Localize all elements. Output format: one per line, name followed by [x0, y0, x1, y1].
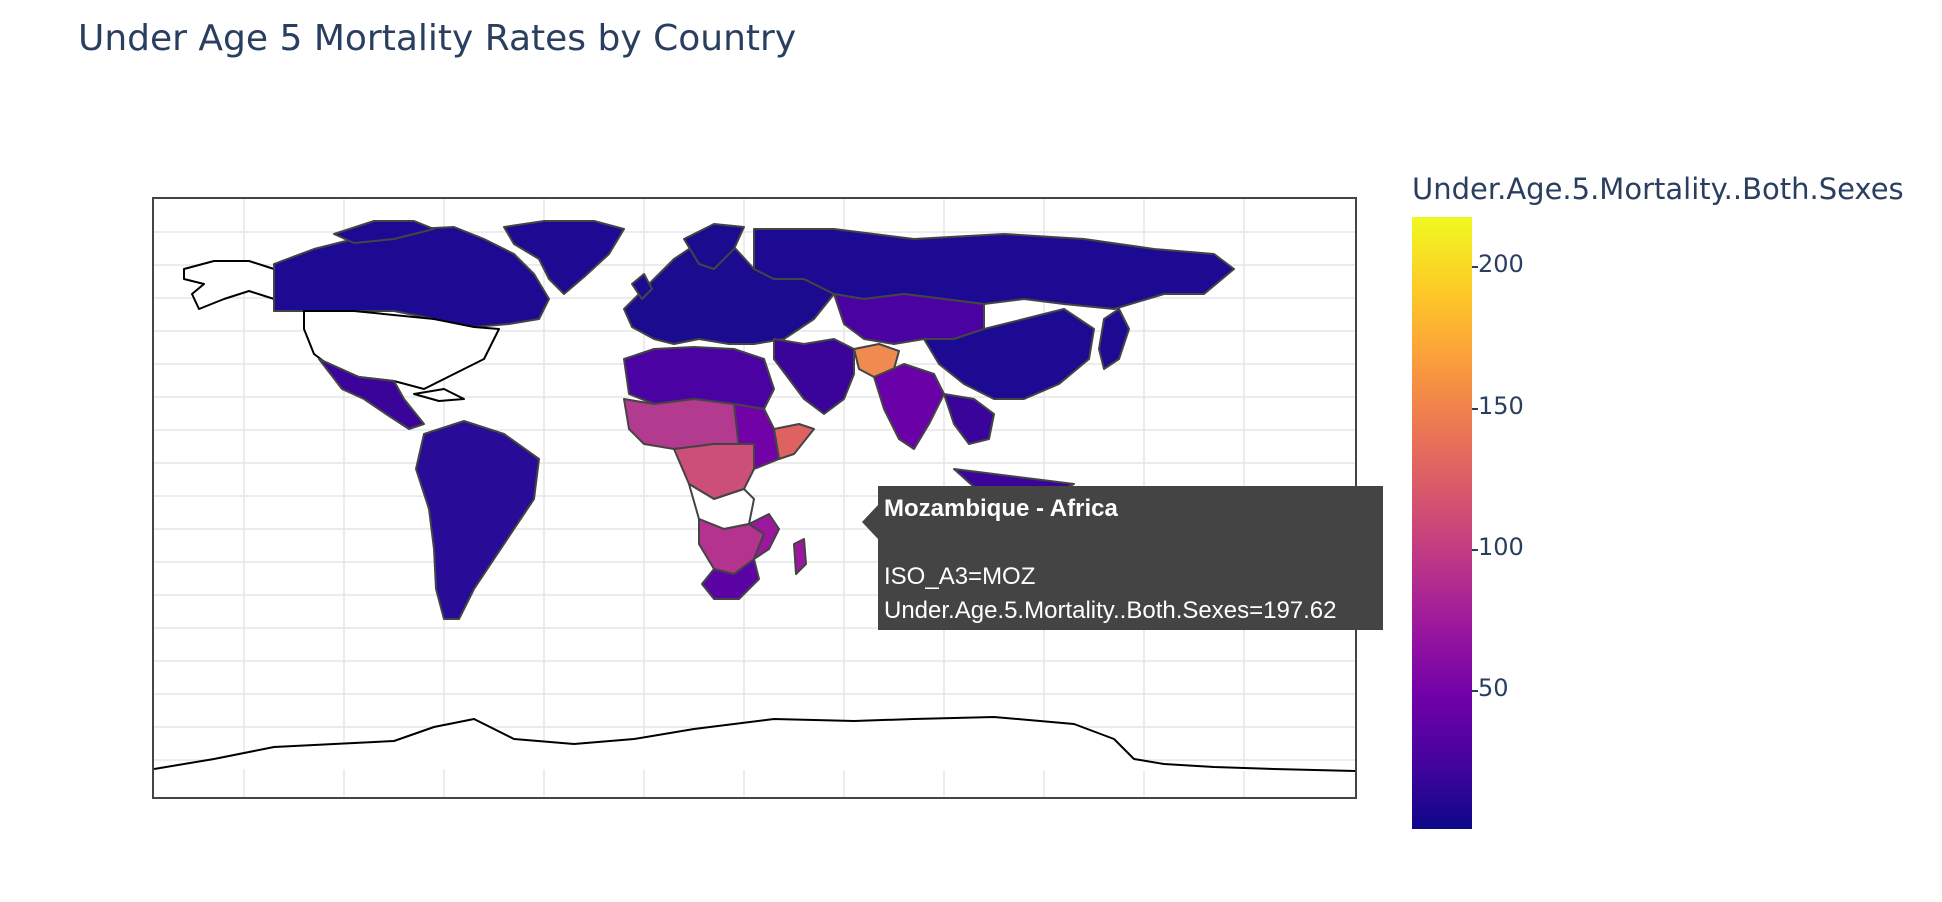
tooltip-arrow	[862, 505, 878, 539]
region-canada-islands	[333, 220, 435, 244]
region-somalia	[773, 423, 815, 460]
colorbar-tick-mark	[1472, 690, 1478, 692]
region-greenland	[503, 220, 625, 295]
region-caribbean	[413, 388, 465, 402]
region-china	[923, 308, 1095, 400]
region-madagascar	[793, 538, 807, 575]
region-india	[873, 363, 945, 450]
colorbar-tick-50: 50	[1478, 674, 1509, 702]
tooltip-title: Mozambique - Africa	[884, 495, 1118, 522]
colorbar-tick-mark	[1472, 266, 1478, 268]
tooltip-iso: ISO_A3=MOZ	[884, 563, 1036, 590]
colorbar-tick-100: 100	[1478, 533, 1524, 561]
region-mozambique	[748, 513, 780, 560]
colorbar-tick-200: 200	[1478, 250, 1524, 278]
chart-title: Under Age 5 Mortality Rates by Country	[78, 18, 797, 59]
region-mexico	[318, 358, 425, 430]
region-middle-east	[773, 338, 855, 415]
region-south-america	[415, 420, 540, 620]
tooltip-value: Under.Age.5.Mortality..Both.Sexes=197.62	[884, 597, 1337, 624]
region-se-asia	[943, 393, 995, 445]
region-scandinavia	[683, 223, 745, 270]
colorbar-tick-mark	[1472, 408, 1478, 410]
colorbar-tick-mark	[1472, 549, 1478, 551]
region-south-africa	[701, 558, 760, 600]
colorbar-title: Under.Age.5.Mortality..Both.Sexes	[1412, 172, 1904, 206]
region-japan	[1098, 308, 1130, 370]
region-uk	[631, 273, 653, 300]
hover-tooltip: Mozambique - Africa ISO_A3=MOZ Under.Age…	[878, 486, 1383, 630]
region-usa	[303, 310, 500, 390]
region-alaska	[183, 260, 275, 310]
region-russia	[753, 228, 1235, 310]
colorbar-tick-150: 150	[1478, 392, 1524, 420]
world-map[interactable]	[154, 199, 1355, 797]
colorbar	[1412, 217, 1472, 829]
region-antarctica	[154, 716, 1355, 772]
